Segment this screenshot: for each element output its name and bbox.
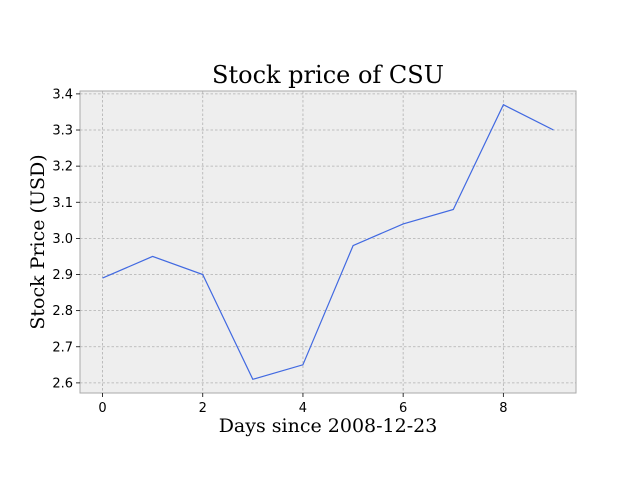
y-tick-label: 3.0	[52, 232, 73, 247]
y-tick-label: 2.9	[52, 268, 73, 283]
y-tick-label: 3.4	[52, 87, 73, 102]
chart-title: Stock price of CSU	[212, 61, 444, 89]
y-tick-label: 2.8	[52, 304, 73, 319]
y-tick-label: 3.3	[52, 124, 73, 139]
y-tick-label: 3.2	[52, 160, 73, 175]
series-line	[102, 103, 554, 381]
x-axis-label: Days since 2008-12-23	[219, 415, 438, 437]
x-tick-label: 8	[499, 401, 507, 416]
y-axis-label: Stock Price (USD)	[27, 154, 49, 329]
plot-frame	[79, 90, 577, 394]
x-tick-label: 2	[199, 401, 207, 416]
x-tick-label: 6	[399, 401, 407, 416]
y-tick-label: 2.6	[52, 376, 73, 391]
y-tick-label: 3.1	[52, 196, 73, 211]
axis-ticks: 0 2 4 6 8 2.6 2.7 2.8 2.9 3.0 3.1 3.2 3.3 3.4	[52, 87, 507, 416]
y-tick-label: 2.7	[52, 340, 73, 355]
x-tick-label: 4	[299, 401, 307, 416]
plot-background	[80, 91, 576, 393]
x-tick-label: 0	[98, 401, 106, 416]
grid-lines	[80, 91, 576, 393]
